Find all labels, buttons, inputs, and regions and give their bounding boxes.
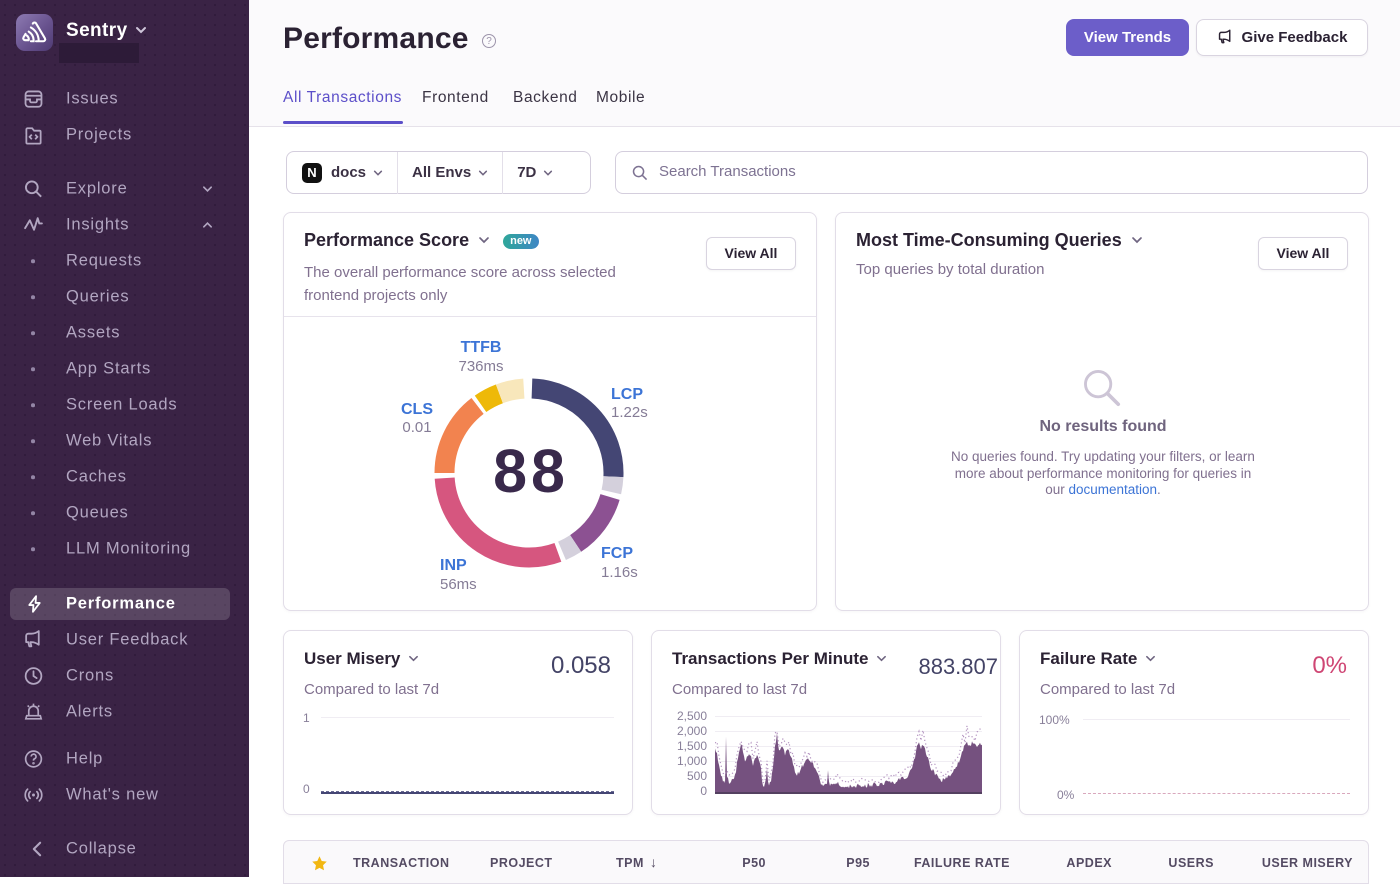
svg-text:88: 88 (493, 437, 569, 505)
